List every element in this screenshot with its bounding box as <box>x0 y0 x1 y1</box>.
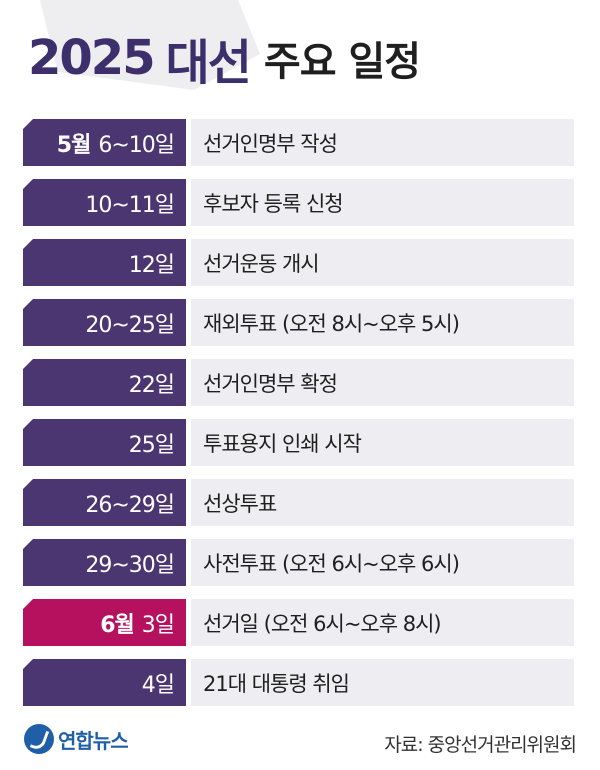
schedule-day: 22일 <box>128 372 175 398</box>
schedule-day: 26~29일 <box>85 492 175 518</box>
schedule-month: 5월 <box>56 132 92 158</box>
schedule-month: 6월 <box>100 612 135 638</box>
logo-text: 연합뉴스 <box>58 728 129 753</box>
schedule-date: 20~25일 <box>23 299 186 346</box>
schedule-event: 선거일 (오전 6시~오후 8시) <box>191 599 574 646</box>
schedule-row: 4일 21대 대통령 취임 <box>23 659 574 706</box>
schedule-date-election-day: 6월 3일 <box>23 599 186 646</box>
schedule-day: 25일 <box>128 432 175 458</box>
yonhap-logo-icon <box>24 724 54 754</box>
schedule-list: 5월 6~10일 선거인명부 작성 10~11일 후보자 등록 신청 12일 선… <box>23 119 574 719</box>
yonhap-logo: 연합뉴스 <box>24 724 129 754</box>
schedule-day: 20~25일 <box>85 312 175 338</box>
schedule-date: 25일 <box>23 419 186 466</box>
schedule-row: 29~30일 사전투표 (오전 6시~오후 6시) <box>23 539 574 586</box>
title-rest: 주요 일정 <box>263 39 421 85</box>
schedule-day: 3일 <box>141 612 175 638</box>
schedule-date: 4일 <box>23 659 186 706</box>
schedule-event: 선상투표 <box>191 479 574 526</box>
title-election: 대선 <box>165 35 252 91</box>
schedule-date: 12일 <box>23 239 186 286</box>
schedule-date: 5월 6~10일 <box>23 119 186 166</box>
schedule-date: 10~11일 <box>23 179 186 226</box>
schedule-row-highlight: 6월 3일 선거일 (오전 6시~오후 8시) <box>23 599 574 646</box>
schedule-row: 5월 6~10일 선거인명부 작성 <box>23 119 574 166</box>
schedule-row: 12일 선거운동 개시 <box>23 239 574 286</box>
page-title: 2025 대선 주요 일정 <box>28 28 421 91</box>
schedule-event: 21대 대통령 취임 <box>191 659 574 706</box>
schedule-day: 6~10일 <box>98 132 175 158</box>
schedule-event: 투표용지 인쇄 시작 <box>191 419 574 466</box>
schedule-day: 12일 <box>128 252 175 278</box>
schedule-row: 26~29일 선상투표 <box>23 479 574 526</box>
schedule-date: 26~29일 <box>23 479 186 526</box>
source-note: 자료: 중앙선거관리위원회 <box>384 734 577 756</box>
schedule-event: 선거운동 개시 <box>191 239 574 286</box>
schedule-row: 25일 투표용지 인쇄 시작 <box>23 419 574 466</box>
schedule-day: 4일 <box>141 672 175 698</box>
schedule-date: 22일 <box>23 359 186 406</box>
schedule-event: 선거인명부 확정 <box>191 359 574 406</box>
schedule-row: 10~11일 후보자 등록 신청 <box>23 179 574 226</box>
schedule-event: 선거인명부 작성 <box>191 119 574 166</box>
schedule-day: 10~11일 <box>85 192 175 218</box>
schedule-row: 22일 선거인명부 확정 <box>23 359 574 406</box>
schedule-event: 사전투표 (오전 6시~오후 6시) <box>191 539 574 586</box>
schedule-row: 20~25일 재외투표 (오전 8시~오후 5시) <box>23 299 574 346</box>
schedule-date: 29~30일 <box>23 539 186 586</box>
schedule-day: 29~30일 <box>85 552 175 578</box>
schedule-event: 재외투표 (오전 8시~오후 5시) <box>191 299 574 346</box>
title-year: 2025 <box>28 30 156 86</box>
schedule-event: 후보자 등록 신청 <box>191 179 574 226</box>
